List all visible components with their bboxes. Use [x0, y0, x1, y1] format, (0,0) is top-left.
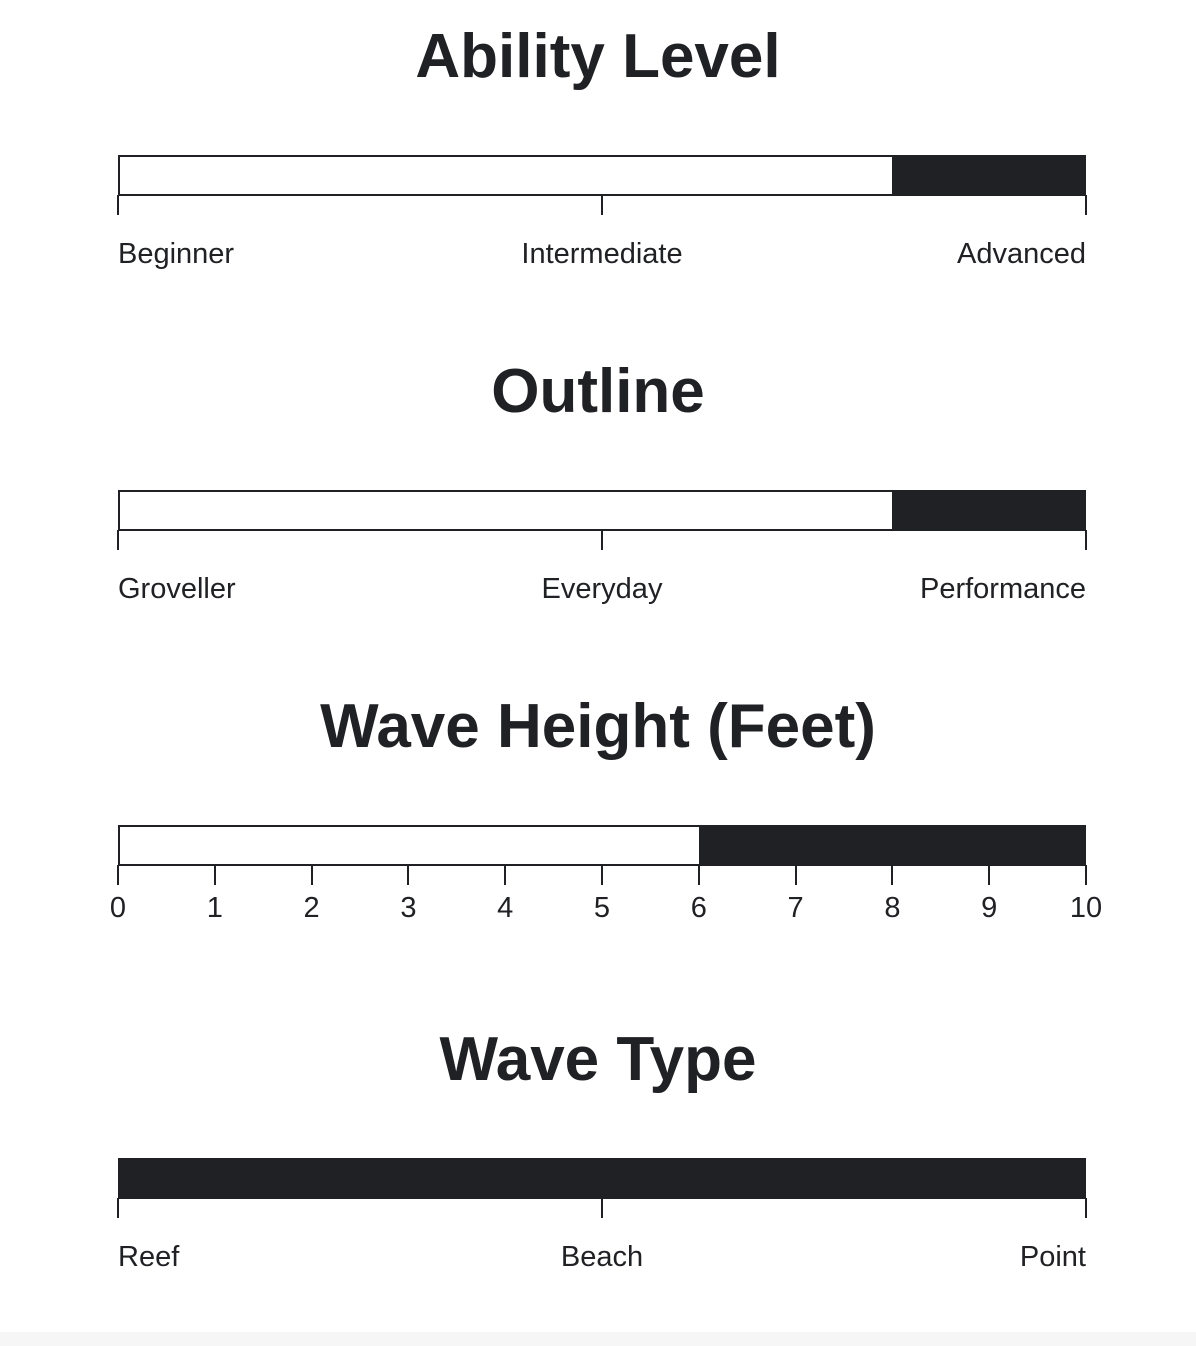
- tick-label: 3: [400, 892, 417, 924]
- tick-mark: [407, 865, 410, 885]
- tick-mark: [601, 530, 603, 550]
- tick-mark: [213, 865, 216, 885]
- scale-title: Wave Height (Feet): [320, 692, 876, 761]
- tick-mark: [1085, 865, 1087, 885]
- filled-range: [698, 825, 1086, 866]
- tick-label: 1: [206, 892, 223, 924]
- scale-bar: [118, 490, 1086, 531]
- tick-mark: [891, 865, 894, 885]
- tick-label: Beginner: [118, 238, 235, 270]
- tick-label: Beach: [560, 1241, 644, 1273]
- filled-range: [118, 1158, 1086, 1199]
- tick-label: 10: [1069, 892, 1103, 924]
- tick-mark: [1085, 530, 1087, 550]
- tick-label: 8: [884, 892, 901, 924]
- scale-bar: [118, 1158, 1086, 1199]
- filled-range: [892, 155, 1086, 196]
- scale-bar: [118, 155, 1086, 196]
- tick-label: Groveller: [118, 573, 236, 605]
- tick-label: Reef: [118, 1241, 180, 1273]
- tick-mark: [117, 865, 119, 885]
- tick-label: 6: [690, 892, 707, 924]
- scale-title: Wave Type: [439, 1025, 757, 1094]
- tick-mark: [601, 1198, 603, 1218]
- filled-range: [892, 490, 1086, 531]
- wave-height-feet-scale: Wave Height (Feet) 0 1 2 3 4 5 6 7 8 9 10: [0, 670, 1196, 1005]
- page-footer-strip: [0, 1332, 1196, 1346]
- tick-label: Point: [1019, 1241, 1086, 1273]
- outline-scale: Outline Groveller Everyday Performance: [0, 335, 1196, 670]
- tick-mark: [1085, 1198, 1087, 1218]
- tick-mark: [117, 1198, 119, 1218]
- tick-label: Performance: [919, 573, 1086, 605]
- tick-mark: [697, 865, 700, 885]
- tick-label: Advanced: [957, 238, 1086, 270]
- tick-label: Everyday: [541, 573, 663, 605]
- tick-mark: [117, 530, 119, 550]
- tick-mark: [310, 865, 313, 885]
- tick-label: 2: [303, 892, 320, 924]
- tick-label: 0: [109, 892, 127, 924]
- tick-mark: [794, 865, 797, 885]
- tick-label: 4: [497, 892, 514, 924]
- scale-title: Outline: [491, 357, 705, 426]
- ability-level-scale: Ability Level Beginner Intermediate Advance…: [0, 0, 1196, 335]
- tick-mark: [1085, 195, 1087, 215]
- tick-label: 9: [981, 892, 998, 924]
- tick-mark: [988, 865, 991, 885]
- scale-title: Ability Level: [415, 22, 781, 91]
- tick-label: 7: [787, 892, 804, 924]
- tick-mark: [504, 865, 507, 885]
- wave-type-scale: Wave Type Reef Beach Point: [0, 1003, 1196, 1338]
- tick-mark: [601, 865, 603, 885]
- tick-mark: [117, 195, 119, 215]
- scale-bar: [118, 825, 1086, 866]
- tick-label: Intermediate: [521, 238, 683, 270]
- tick-label: 5: [593, 892, 611, 924]
- tick-mark: [601, 195, 603, 215]
